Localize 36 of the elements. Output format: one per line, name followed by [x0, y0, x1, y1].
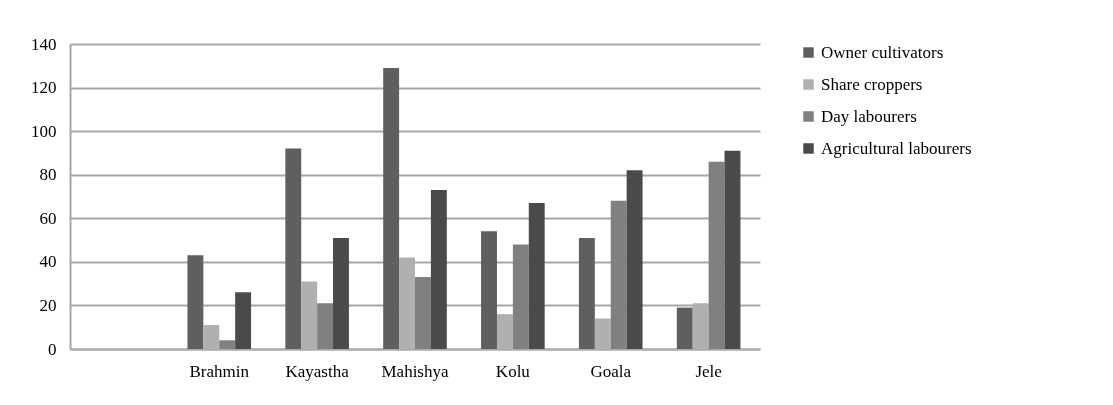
bar [481, 231, 497, 349]
x-tick-label: Kolu [495, 361, 531, 381]
bar [626, 170, 643, 349]
bar [676, 307, 693, 349]
y-tick-label: 100 [31, 121, 57, 141]
legend-label: Agricultural labourers [821, 138, 972, 158]
legend-label: Day labourers [821, 106, 917, 126]
bar [415, 277, 431, 349]
bar [383, 67, 400, 349]
y-tick-label: 0 [48, 339, 57, 359]
y-tick-label: 40 [39, 252, 57, 272]
y-tick-label: 80 [39, 165, 57, 185]
bar [235, 292, 252, 349]
bar [528, 203, 545, 349]
bar [578, 237, 595, 349]
bar [285, 148, 302, 349]
x-tick-label: Brahmin [189, 361, 250, 381]
bar [724, 150, 741, 349]
bar [187, 255, 204, 349]
y-tick-label: 120 [31, 78, 57, 98]
bar [333, 237, 349, 349]
y-tick-label: 20 [39, 295, 57, 315]
x-tick-label: Jele [695, 361, 722, 381]
bar [430, 189, 447, 349]
bar [610, 200, 627, 349]
legend-label: Owner cultivators [821, 42, 944, 62]
bar [512, 244, 529, 349]
bar [219, 340, 236, 349]
legend-label: Share croppers [821, 74, 923, 94]
x-tick-label: Goala [590, 361, 632, 381]
x-tick-label: Mahishya [381, 361, 449, 381]
bar [317, 303, 334, 349]
bar [708, 161, 725, 349]
y-tick-label: 60 [39, 208, 57, 228]
y-tick-label: 140 [31, 34, 57, 54]
x-tick-label: Kayastha [285, 361, 350, 381]
